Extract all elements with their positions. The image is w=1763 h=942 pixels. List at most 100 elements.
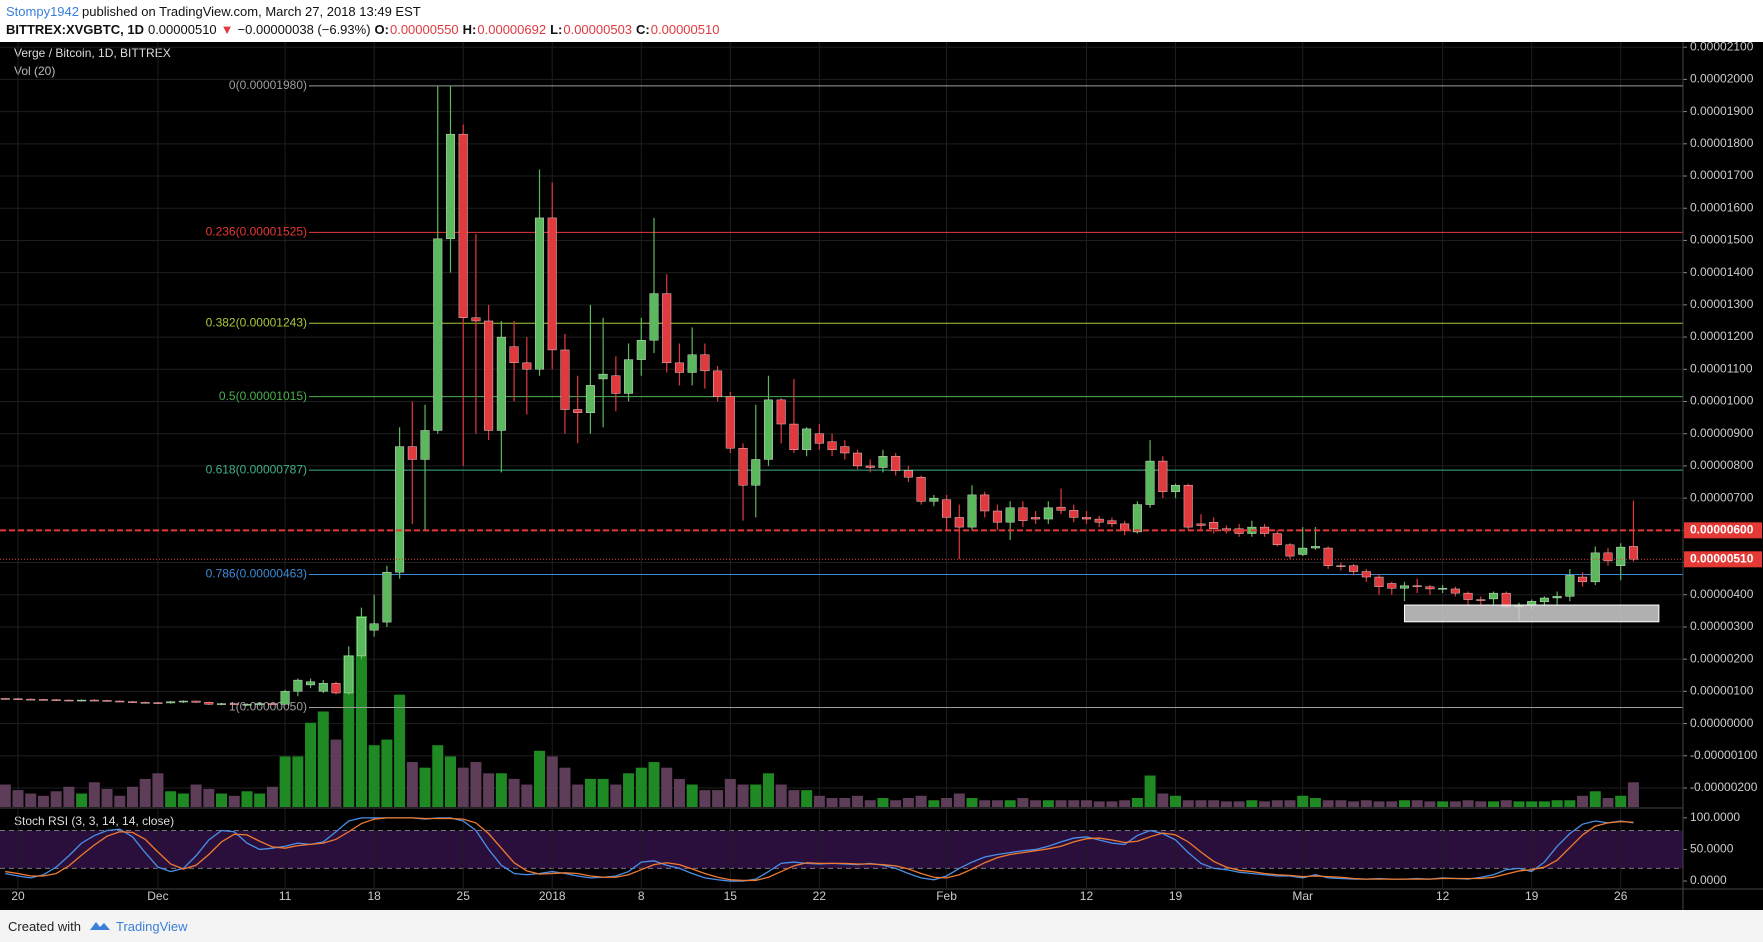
candle-body	[814, 433, 824, 444]
candle-body	[1387, 583, 1397, 589]
close: 0.00000510	[650, 22, 720, 37]
volume-bar	[928, 800, 940, 807]
candle-body	[1539, 597, 1549, 603]
volume-bar	[1627, 782, 1639, 807]
volume-bar	[101, 789, 113, 807]
x-tick-label: 20	[11, 889, 25, 903]
fib-label: 0.236(0.00001525)	[206, 225, 307, 239]
volume-bar	[521, 784, 533, 807]
high-label: H:	[462, 22, 477, 37]
volume-bar	[1195, 800, 1207, 807]
candle-body	[395, 446, 405, 573]
volume-bar	[1589, 791, 1601, 807]
candle-body	[1158, 460, 1168, 492]
candle-body	[280, 691, 290, 705]
candle-body	[853, 452, 863, 467]
price-tag	[1684, 551, 1762, 568]
volume-bar	[877, 798, 889, 807]
volume-bar	[292, 756, 304, 807]
volume-bar	[266, 786, 278, 807]
volume-bar	[1462, 800, 1474, 807]
volume-bar	[1615, 795, 1627, 807]
candle-body	[980, 494, 990, 512]
candle-body	[763, 399, 773, 460]
volume-bar	[1068, 800, 1080, 807]
candle-body	[1590, 552, 1600, 583]
volume-bar	[1526, 801, 1538, 807]
candle-body	[1132, 504, 1142, 533]
volume-bar	[1602, 798, 1614, 807]
volume-bar	[216, 793, 228, 807]
candle-body	[1336, 565, 1346, 567]
candle-body	[903, 470, 913, 478]
volume-bar	[1309, 798, 1321, 807]
volume-bar	[1475, 801, 1487, 807]
volume-bar	[1360, 800, 1372, 807]
header: Stompy1942 published on TradingView.com, …	[0, 0, 1763, 42]
fib-label: 1(0.00000050)	[229, 700, 307, 714]
volume-bar	[1577, 795, 1589, 807]
volume-bar	[1042, 800, 1054, 807]
volume-bar	[1131, 798, 1143, 807]
volume-bar	[1373, 801, 1385, 807]
volume-bar	[534, 750, 546, 807]
volume-bar	[826, 798, 838, 807]
volume-bar	[343, 655, 355, 807]
fib-label: 0.786(0.00000463)	[206, 567, 307, 581]
volume-bar	[1551, 800, 1563, 807]
volume-bar	[890, 800, 902, 807]
chart-title: Verge / Bitcoin, 1D, BITTREX	[14, 46, 171, 60]
candle-body	[1425, 586, 1435, 590]
candle-body	[458, 133, 468, 318]
candle-body	[1018, 507, 1028, 521]
volume-bar	[801, 790, 813, 807]
rsi-title: Stoch RSI (3, 3, 14, 14, close)	[14, 814, 174, 828]
rsi-tick-label: 0.0000	[1690, 873, 1727, 887]
candle-body	[484, 320, 494, 431]
candle-body	[1349, 565, 1359, 572]
candle-body	[1285, 544, 1295, 557]
volume-bar	[25, 793, 37, 807]
volume-bar	[444, 756, 456, 807]
author[interactable]: Stompy1942	[6, 4, 79, 19]
candle-body	[624, 359, 634, 394]
volume-bar	[1449, 801, 1461, 807]
volume-bar	[1055, 800, 1067, 807]
volume-bar	[724, 778, 736, 807]
rsi-tick-label: 50.0000	[1690, 842, 1734, 856]
y-tick-label: 0.00001800	[1690, 136, 1754, 150]
x-tick-label: 12	[1436, 889, 1450, 903]
y-tick-label: 0.00001700	[1690, 168, 1754, 182]
volume-bar	[1348, 801, 1360, 807]
x-tick-label: Mar	[1292, 889, 1313, 903]
candle-body	[954, 517, 964, 528]
volume-bar	[190, 784, 202, 807]
candle-body	[1616, 546, 1626, 566]
volume-bar	[330, 739, 342, 807]
candle-body	[1145, 460, 1155, 505]
volume-bar	[165, 791, 177, 807]
x-tick-label: 26	[1614, 889, 1628, 903]
candle-body	[1323, 547, 1333, 566]
volume-bar	[953, 793, 965, 807]
volume-bar	[470, 762, 482, 807]
candle-body	[242, 704, 252, 706]
logo[interactable]	[88, 918, 112, 934]
rsi-band	[0, 830, 1683, 869]
y-tick-label: 0.00000900	[1690, 426, 1754, 440]
rsi-tick-label: 100.0000	[1690, 810, 1740, 824]
fib-label: 0.5(0.00001015)	[219, 389, 307, 403]
candle-body	[1171, 485, 1181, 492]
volume-bar	[750, 784, 762, 807]
x-tick-label: Dec	[147, 889, 168, 903]
brand[interactable]: TradingView	[116, 919, 188, 934]
volume-bar	[483, 773, 495, 807]
candle-body	[115, 700, 125, 703]
candle-body	[1031, 517, 1041, 520]
candle-body	[776, 399, 786, 425]
price-tag-label: 0.00000510	[1690, 551, 1754, 565]
volume-bar	[1017, 798, 1029, 807]
change: −0.00000038 (−6.93%)	[237, 22, 371, 37]
candle-body	[1476, 599, 1486, 601]
volume-bar	[712, 790, 724, 807]
